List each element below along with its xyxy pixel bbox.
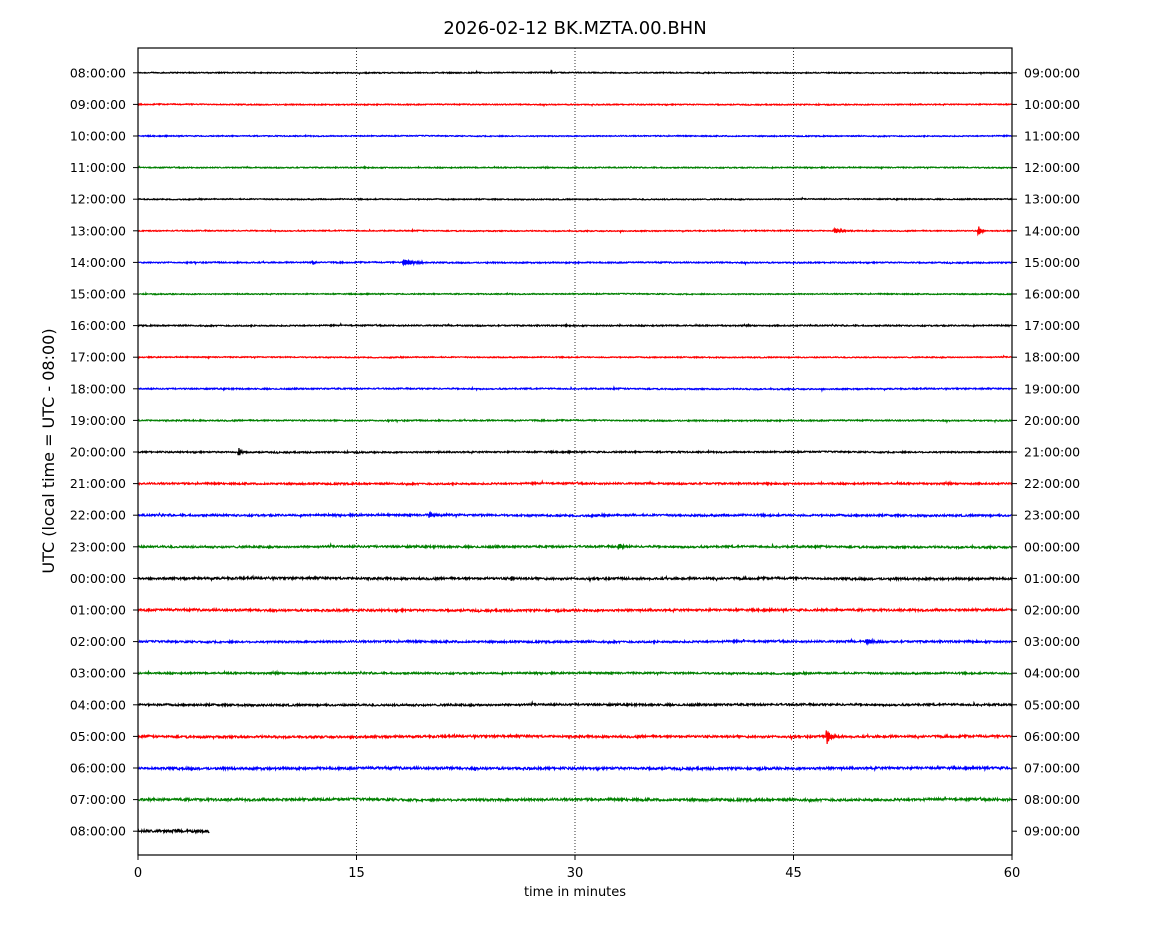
trace-220000 [137,510,1013,519]
y-right-tick-label: 16:00:00 [1024,287,1080,302]
y-left-tick-label: 17:00:00 [70,350,126,365]
trace-130000 [137,226,1013,237]
y-right-tick-label: 00:00:00 [1024,539,1080,554]
gridlines [356,48,794,855]
y-right-tick-label: 04:00:00 [1024,666,1080,681]
y-left-tick-label: 09:00:00 [70,97,126,112]
y-left-tick-label: 02:00:00 [70,634,126,649]
trace-210000 [137,479,1013,487]
trace-080000 [137,827,210,835]
trace-150000 [137,291,1013,297]
trace-090000 [137,102,1013,108]
y-left-tick-label: 18:00:00 [70,381,126,396]
y-left-tick-label: 08:00:00 [70,824,126,839]
y-left-tick-label: 06:00:00 [70,761,126,776]
trace-000000 [137,574,1013,583]
y-right-tick-label: 22:00:00 [1024,476,1080,491]
y-axis-label: UTC (local time = UTC - 08:00) [39,328,58,573]
x-tick-label: 15 [348,866,365,881]
y-right-tick-label: 17:00:00 [1024,318,1080,333]
y-right-tick-label: 19:00:00 [1024,381,1080,396]
y-left-tick-label: 14:00:00 [70,255,126,270]
x-tick-label: 60 [1004,866,1021,881]
trace-040000 [137,700,1013,709]
y-right-tick-label: 10:00:00 [1024,97,1080,112]
y-right-tick-label: 14:00:00 [1024,223,1080,238]
y-right-tick-label: 12:00:00 [1024,160,1080,175]
trace-080000 [137,69,1013,76]
trace-140000 [137,258,1013,267]
trace-200000 [137,447,1013,456]
y-left-tick-label: 19:00:00 [70,413,126,428]
chart-title: 2026-02-12 BK.MZTA.00.BHN [443,18,706,39]
trace-030000 [137,669,1013,677]
y-right-tick-label: 18:00:00 [1024,350,1080,365]
y-axis-left: 08:00:00 09:00:00 10:00:00 11:00:00 12:00:00… [70,65,138,839]
y-right-tick-label: 09:00:00 [1024,65,1080,80]
y-right-tick-label: 11:00:00 [1024,129,1080,144]
trace-160000 [137,322,1013,328]
y-left-tick-label: 22:00:00 [70,508,126,523]
trace-190000 [137,418,1013,424]
y-left-tick-label: 21:00:00 [70,476,126,491]
y-right-tick-label: 15:00:00 [1024,255,1080,270]
y-right-tick-label: 23:00:00 [1024,508,1080,523]
traces [137,69,1013,835]
trace-170000 [137,354,1013,360]
y-right-tick-label: 07:00:00 [1024,761,1080,776]
y-left-tick-label: 15:00:00 [70,287,126,302]
y-right-tick-label: 13:00:00 [1024,192,1080,207]
y-axis-right: 09:00:00 10:00:00 11:00:00 12:00:00 13:00:00… [1012,65,1080,839]
y-right-tick-label: 06:00:00 [1024,729,1080,744]
y-left-tick-label: 07:00:00 [70,792,126,807]
y-left-tick-label: 00:00:00 [70,571,126,586]
y-left-tick-label: 16:00:00 [70,318,126,333]
y-right-tick-label: 03:00:00 [1024,634,1080,649]
x-tick-label: 30 [567,866,584,881]
y-right-tick-label: 02:00:00 [1024,603,1080,618]
y-left-tick-label: 12:00:00 [70,192,126,207]
trace-020000 [137,637,1013,646]
y-right-tick-label: 20:00:00 [1024,413,1080,428]
y-left-tick-label: 10:00:00 [70,129,126,144]
trace-010000 [137,606,1013,614]
trace-070000 [137,796,1013,804]
y-left-tick-label: 01:00:00 [70,603,126,618]
trace-110000 [137,164,1013,171]
y-right-tick-label: 09:00:00 [1024,824,1080,839]
y-left-tick-label: 05:00:00 [70,729,126,744]
trace-120000 [137,196,1013,202]
x-axis-label: time in minutes [524,885,626,900]
x-axis: 0 15 30 45 60 [134,855,1020,881]
y-left-tick-label: 23:00:00 [70,539,126,554]
y-left-tick-label: 08:00:00 [70,65,126,80]
trace-100000 [137,133,1013,139]
trace-050000 [137,730,1013,745]
y-left-tick-label: 11:00:00 [70,160,126,175]
y-left-tick-label: 13:00:00 [70,223,126,238]
y-left-tick-label: 20:00:00 [70,445,126,460]
x-tick-label: 0 [134,866,142,881]
y-right-tick-label: 01:00:00 [1024,571,1080,586]
y-right-tick-label: 21:00:00 [1024,445,1080,460]
y-left-tick-label: 04:00:00 [70,697,126,712]
trace-230000 [137,541,1013,551]
trace-060000 [137,764,1013,773]
trace-180000 [137,385,1013,393]
x-tick-label: 45 [785,866,802,881]
y-left-tick-label: 03:00:00 [70,666,126,681]
y-right-tick-label: 08:00:00 [1024,792,1080,807]
y-right-tick-label: 05:00:00 [1024,697,1080,712]
